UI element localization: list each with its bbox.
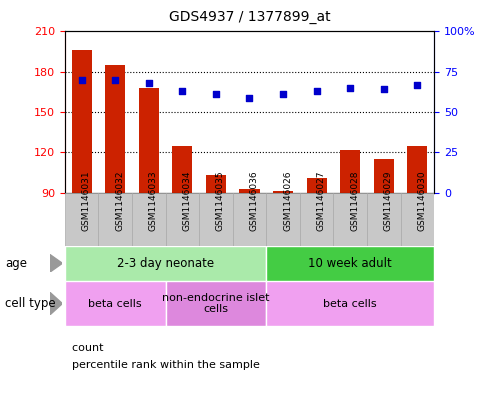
Bar (233, 193, 266, 246)
Text: GSM1146034: GSM1146034 (182, 170, 191, 231)
Bar (65, 246, 266, 281)
Text: 2-3 day neonate: 2-3 day neonate (117, 257, 214, 270)
Text: GSM1146028: GSM1146028 (350, 170, 359, 231)
Text: age: age (5, 257, 27, 270)
Point (413, 81, 421, 88)
Bar (172, 145, 193, 193)
Text: count: count (65, 343, 103, 353)
Text: GSM1146031: GSM1146031 (82, 170, 91, 231)
Text: beta cells: beta cells (323, 299, 377, 309)
Point (246, 94, 253, 101)
Text: beta cells: beta cells (88, 299, 142, 309)
Bar (367, 193, 401, 246)
Point (145, 80, 153, 86)
Point (78, 77, 86, 83)
Bar (300, 193, 333, 246)
Bar (401, 193, 434, 246)
Text: GSM1146029: GSM1146029 (384, 170, 393, 231)
Text: GSM1146033: GSM1146033 (149, 170, 158, 231)
Bar (306, 178, 327, 193)
Bar (240, 189, 259, 193)
Bar (199, 193, 233, 246)
Bar (166, 281, 266, 326)
Text: percentile rank within the sample: percentile rank within the sample (65, 360, 260, 371)
Bar (266, 281, 434, 326)
Bar (98, 193, 132, 246)
Bar (65, 193, 98, 246)
Point (178, 88, 186, 94)
Text: GSM1146030: GSM1146030 (417, 170, 426, 231)
Point (313, 88, 321, 94)
Bar (266, 246, 434, 281)
Bar (407, 145, 428, 193)
Text: GSM1146032: GSM1146032 (115, 170, 124, 231)
Bar (273, 191, 293, 193)
Polygon shape (50, 292, 62, 315)
Bar (132, 193, 166, 246)
Point (111, 77, 119, 83)
Point (279, 91, 287, 97)
Point (346, 85, 354, 91)
Text: GSM1146035: GSM1146035 (216, 170, 225, 231)
Polygon shape (50, 255, 62, 272)
Text: GSM1146027: GSM1146027 (317, 170, 326, 231)
Text: GSM1146036: GSM1146036 (250, 170, 258, 231)
Bar (166, 193, 199, 246)
Bar (340, 150, 360, 193)
Point (380, 86, 388, 93)
Bar (105, 65, 125, 193)
Bar (139, 88, 159, 193)
Bar (65, 281, 166, 326)
Text: non-endocrine islet
cells: non-endocrine islet cells (162, 293, 269, 314)
Bar (374, 159, 394, 193)
Text: GDS4937 / 1377899_at: GDS4937 / 1377899_at (169, 10, 330, 24)
Text: 10 week adult: 10 week adult (308, 257, 392, 270)
Bar (333, 193, 367, 246)
Text: GSM1146026: GSM1146026 (283, 170, 292, 231)
Bar (206, 175, 226, 193)
Text: cell type: cell type (5, 297, 55, 310)
Point (212, 91, 220, 97)
Bar (266, 193, 300, 246)
Bar (71, 50, 92, 193)
